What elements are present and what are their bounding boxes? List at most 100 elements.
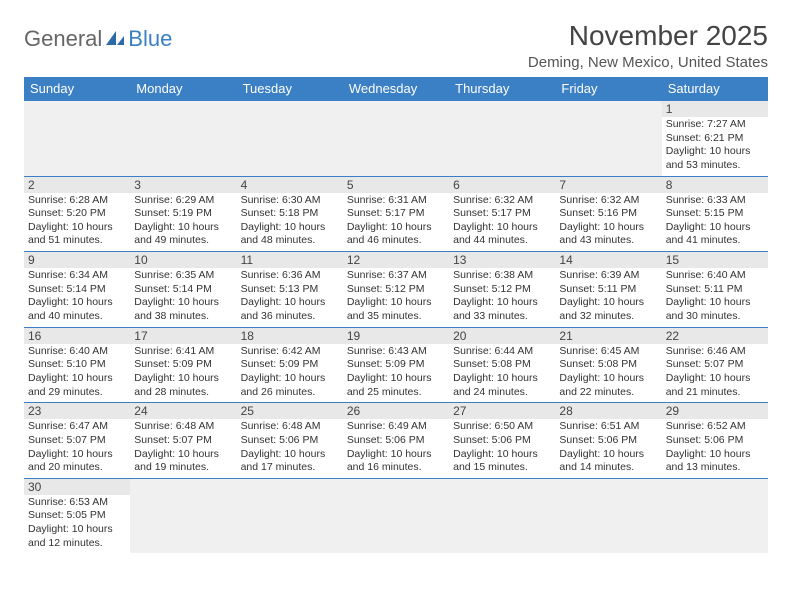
day-number-cell: 8 <box>662 176 768 193</box>
day-number-cell <box>343 478 449 495</box>
sunrise-text: Sunrise: 6:40 AM <box>28 345 126 359</box>
sunrise-text: Sunrise: 6:28 AM <box>28 194 126 208</box>
day-number-cell <box>237 101 343 118</box>
sunrise-text: Sunrise: 6:32 AM <box>559 194 657 208</box>
sunset-text: Sunset: 5:10 PM <box>28 358 126 372</box>
sunset-text: Sunset: 5:17 PM <box>347 207 445 221</box>
calendar-body: 1Sunrise: 7:27 AMSunset: 6:21 PMDaylight… <box>24 101 768 554</box>
day-info-cell: Sunrise: 6:43 AMSunset: 5:09 PMDaylight:… <box>343 344 449 403</box>
week-info-row: Sunrise: 6:53 AMSunset: 5:05 PMDaylight:… <box>24 495 768 554</box>
sunset-text: Sunset: 5:20 PM <box>28 207 126 221</box>
day-info-cell: Sunrise: 6:47 AMSunset: 5:07 PMDaylight:… <box>24 419 130 478</box>
month-title: November 2025 <box>528 20 768 52</box>
daylight-text-2: and 19 minutes. <box>134 461 232 475</box>
day-number-cell: 24 <box>130 403 236 420</box>
week-daynum-row: 2345678 <box>24 176 768 193</box>
week-daynum-row: 9101112131415 <box>24 252 768 269</box>
day-info-cell: Sunrise: 6:48 AMSunset: 5:07 PMDaylight:… <box>130 419 236 478</box>
daylight-text-2: and 29 minutes. <box>28 386 126 400</box>
day-number-cell: 27 <box>449 403 555 420</box>
daylight-text-2: and 51 minutes. <box>28 234 126 248</box>
day-number-cell: 4 <box>237 176 343 193</box>
day-header-row: Sunday Monday Tuesday Wednesday Thursday… <box>24 77 768 101</box>
sunrise-text: Sunrise: 6:43 AM <box>347 345 445 359</box>
day-info-cell: Sunrise: 6:52 AMSunset: 5:06 PMDaylight:… <box>662 419 768 478</box>
daylight-text-2: and 44 minutes. <box>453 234 551 248</box>
sunset-text: Sunset: 5:16 PM <box>559 207 657 221</box>
sunset-text: Sunset: 5:11 PM <box>559 283 657 297</box>
week-info-row: Sunrise: 6:34 AMSunset: 5:14 PMDaylight:… <box>24 268 768 327</box>
day-info-cell: Sunrise: 6:39 AMSunset: 5:11 PMDaylight:… <box>555 268 661 327</box>
daylight-text-1: Daylight: 10 hours <box>347 372 445 386</box>
sunrise-text: Sunrise: 6:36 AM <box>241 269 339 283</box>
daylight-text-1: Daylight: 10 hours <box>134 372 232 386</box>
day-number-cell: 1 <box>662 101 768 118</box>
daylight-text-1: Daylight: 10 hours <box>559 221 657 235</box>
daylight-text-2: and 41 minutes. <box>666 234 764 248</box>
sunrise-text: Sunrise: 6:41 AM <box>134 345 232 359</box>
dayhead-fri: Friday <box>555 77 661 101</box>
day-info-cell: Sunrise: 6:40 AMSunset: 5:10 PMDaylight:… <box>24 344 130 403</box>
day-number-cell <box>237 478 343 495</box>
sunrise-text: Sunrise: 6:32 AM <box>453 194 551 208</box>
day-info-cell: Sunrise: 6:45 AMSunset: 5:08 PMDaylight:… <box>555 344 661 403</box>
day-info-cell: Sunrise: 6:44 AMSunset: 5:08 PMDaylight:… <box>449 344 555 403</box>
day-info-cell: Sunrise: 6:46 AMSunset: 5:07 PMDaylight:… <box>662 344 768 403</box>
title-block: November 2025 Deming, New Mexico, United… <box>528 20 768 71</box>
day-number-cell: 16 <box>24 327 130 344</box>
sunrise-text: Sunrise: 6:31 AM <box>347 194 445 208</box>
daylight-text-2: and 16 minutes. <box>347 461 445 475</box>
daylight-text-2: and 33 minutes. <box>453 310 551 324</box>
day-info-cell <box>555 495 661 554</box>
day-number-cell <box>130 101 236 118</box>
day-info-cell: Sunrise: 6:32 AMSunset: 5:17 PMDaylight:… <box>449 193 555 252</box>
day-number-cell: 5 <box>343 176 449 193</box>
day-number-cell: 15 <box>662 252 768 269</box>
day-number-cell: 26 <box>343 403 449 420</box>
daylight-text-1: Daylight: 10 hours <box>134 221 232 235</box>
day-number-cell: 30 <box>24 478 130 495</box>
sunrise-text: Sunrise: 6:38 AM <box>453 269 551 283</box>
daylight-text-2: and 53 minutes. <box>666 159 764 173</box>
day-number-cell: 3 <box>130 176 236 193</box>
sunset-text: Sunset: 5:06 PM <box>666 434 764 448</box>
daylight-text-1: Daylight: 10 hours <box>134 296 232 310</box>
sunrise-text: Sunrise: 6:50 AM <box>453 420 551 434</box>
daylight-text-2: and 40 minutes. <box>28 310 126 324</box>
sunrise-text: Sunrise: 6:46 AM <box>666 345 764 359</box>
daylight-text-1: Daylight: 10 hours <box>453 448 551 462</box>
daylight-text-1: Daylight: 10 hours <box>559 372 657 386</box>
day-info-cell: Sunrise: 6:36 AMSunset: 5:13 PMDaylight:… <box>237 268 343 327</box>
sunset-text: Sunset: 5:06 PM <box>347 434 445 448</box>
daylight-text-2: and 28 minutes. <box>134 386 232 400</box>
day-info-cell <box>130 117 236 176</box>
day-info-cell: Sunrise: 6:50 AMSunset: 5:06 PMDaylight:… <box>449 419 555 478</box>
week-info-row: Sunrise: 7:27 AMSunset: 6:21 PMDaylight:… <box>24 117 768 176</box>
sunrise-text: Sunrise: 6:33 AM <box>666 194 764 208</box>
sunset-text: Sunset: 5:14 PM <box>28 283 126 297</box>
week-info-row: Sunrise: 6:28 AMSunset: 5:20 PM Daylight:… <box>24 193 768 252</box>
daylight-text-2: and 49 minutes. <box>134 234 232 248</box>
daylight-text-2: and 15 minutes. <box>453 461 551 475</box>
day-info-cell: Sunrise: 6:40 AMSunset: 5:11 PMDaylight:… <box>662 268 768 327</box>
daylight-text-2: and 35 minutes. <box>347 310 445 324</box>
daylight-text-1: Daylight: 10 hours <box>347 221 445 235</box>
week-info-row: Sunrise: 6:47 AMSunset: 5:07 PMDaylight:… <box>24 419 768 478</box>
daylight-text-2: and 21 minutes. <box>666 386 764 400</box>
dayhead-sat: Saturday <box>662 77 768 101</box>
day-info-cell <box>24 117 130 176</box>
day-number-cell: 17 <box>130 327 236 344</box>
sunrise-text: Sunrise: 6:34 AM <box>28 269 126 283</box>
daylight-text-2: and 43 minutes. <box>559 234 657 248</box>
day-info-cell <box>130 495 236 554</box>
daylight-text-1: Daylight: 10 hours <box>453 296 551 310</box>
day-info-cell: Sunrise: 6:34 AMSunset: 5:14 PMDaylight:… <box>24 268 130 327</box>
daylight-text-2: and 26 minutes. <box>241 386 339 400</box>
daylight-text-1: Daylight: 10 hours <box>28 296 126 310</box>
day-number-cell <box>555 478 661 495</box>
sunrise-text: Sunrise: 6:49 AM <box>347 420 445 434</box>
sunset-text: Sunset: 5:19 PM <box>134 207 232 221</box>
sunset-text: Sunset: 5:06 PM <box>453 434 551 448</box>
daylight-text-2: and 14 minutes. <box>559 461 657 475</box>
day-info-cell: Sunrise: 6:32 AMSunset: 5:16 PMDaylight:… <box>555 193 661 252</box>
